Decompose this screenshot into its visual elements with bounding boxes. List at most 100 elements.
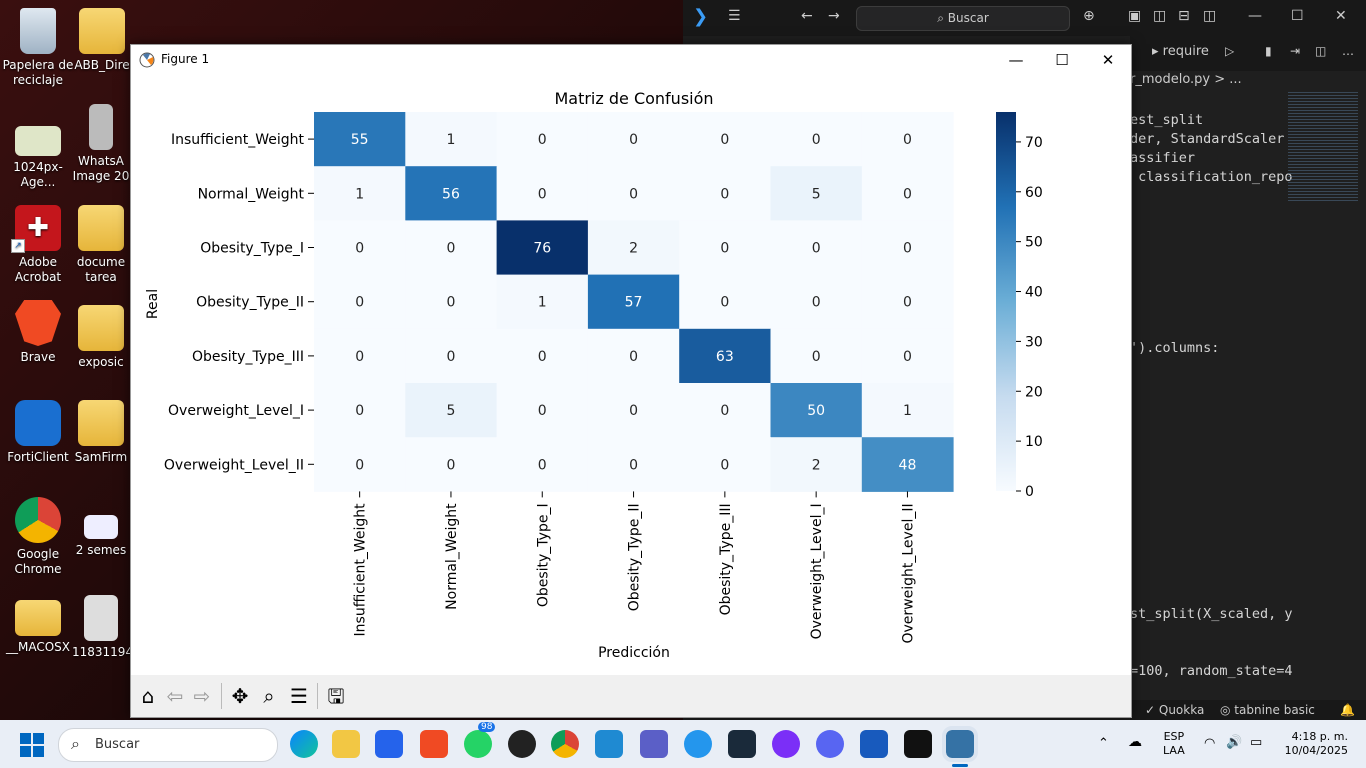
desktop-icon-image[interactable]: 1024px-Age... [0, 120, 76, 190]
vscode-taskbar-icon[interactable] [595, 730, 623, 758]
cell-value-label: 0 [720, 403, 729, 419]
run-icon[interactable]: ▷ [1225, 44, 1235, 58]
minimap[interactable] [1288, 92, 1358, 202]
open-changes-icon[interactable]: ⇥ [1290, 44, 1301, 58]
desktop-icon-abb[interactable]: ABB_Dire [72, 8, 132, 73]
media-player-icon[interactable] [772, 730, 800, 758]
figure-canvas[interactable]: Matriz de Confusión Predicción Real 55 1 0… [131, 75, 1131, 675]
panel-toggle-icon[interactable]: ⊟ [1178, 8, 1190, 24]
secondary-sidebar-icon[interactable]: ◫ [1203, 8, 1217, 24]
wifi-icon[interactable]: ◠ [1204, 736, 1216, 751]
cell-value-label: 5 [812, 186, 821, 202]
copilot-icon[interactable]: ⊕ [1083, 8, 1095, 24]
row-tick-label: Insufficient_Weight [171, 132, 305, 148]
cell-value-label: 1 [538, 295, 547, 311]
confusion-matrix-chart[interactable]: Matriz de Confusión Predicción Real 55 1 0… [131, 75, 1131, 675]
colorbar-tick-label: 40 [1025, 285, 1043, 301]
cell-value-label: 2 [629, 241, 638, 257]
discord-icon[interactable] [816, 730, 844, 758]
desktop-icon-documentos[interactable]: docume tarea [72, 205, 130, 285]
microsoft-store-icon[interactable] [375, 730, 403, 758]
desktop-icon-macosx[interactable]: __MACOSX [0, 600, 76, 655]
code-line[interactable]: est_split [1130, 112, 1204, 128]
cell-value-label: 0 [720, 241, 729, 257]
row-tick-label: Obesity_Type_I [200, 241, 304, 257]
sidebar-toggle-icon[interactable]: ◫ [1153, 8, 1167, 24]
file-explorer-icon[interactable] [332, 730, 360, 758]
desktop-icon-google-chrome[interactable]: Google Chrome [0, 497, 76, 577]
notifications-icon[interactable]: 🔔 [1340, 703, 1355, 717]
desktop-icon-exposicion[interactable]: exposic [72, 305, 130, 370]
figure-maximize-button[interactable]: ☐ [1055, 51, 1069, 69]
tabnine-status[interactable]: ◎ tabnine basic [1220, 703, 1315, 717]
clock[interactable]: 4:18 p. m. 10/04/2025 [1278, 730, 1348, 758]
linux-penguin-icon[interactable] [508, 730, 536, 758]
docker-icon[interactable] [684, 730, 712, 758]
vscode-search-box[interactable]: ⌕ Buscar [856, 6, 1070, 31]
terminal-icon[interactable] [904, 730, 932, 758]
cell-value-label: 2 [812, 457, 821, 473]
quokka-status[interactable]: ✓ Quokka [1145, 703, 1205, 717]
menu-icon[interactable]: ☰ [728, 8, 741, 24]
search-icon: ⌕ [71, 734, 80, 753]
zoom-icon[interactable]: ⌕ [263, 684, 275, 708]
desktop-icon-2-semestre[interactable]: 2 semes [72, 515, 130, 558]
forward-icon[interactable]: ⇨ [193, 684, 211, 708]
more-actions-icon[interactable]: … [1342, 44, 1354, 58]
heatmap-cell [496, 383, 589, 438]
python-figure-icon[interactable] [942, 726, 978, 762]
minimize-icon[interactable]: — [1248, 8, 1262, 24]
whatsapp-icon[interactable]: 98 [464, 722, 496, 758]
back-icon[interactable]: ⇦ [166, 684, 184, 708]
figure-close-button[interactable]: ✕ [1101, 51, 1115, 69]
desktop-icon-brave[interactable]: Brave [0, 300, 76, 365]
pan-icon[interactable]: ✥ [231, 684, 249, 708]
nav-back-icon[interactable]: ← [801, 8, 813, 24]
code-line[interactable]: der, StandardScaler [1130, 131, 1285, 147]
desktop-icon-11831194[interactable]: 11831194 [72, 595, 130, 660]
maximize-icon[interactable]: ☐ [1291, 8, 1304, 24]
desktop-icon-label: 11831194 [72, 645, 130, 659]
column-tick-label: Overweight_Level_I [809, 503, 825, 639]
teams-icon[interactable] [640, 730, 668, 758]
heatmap-cell [587, 220, 680, 276]
chevron-up-icon[interactable]: ⌃ [1098, 736, 1109, 751]
edge-icon[interactable] [290, 730, 318, 758]
heatmap-cell [679, 166, 771, 221]
battery-icon[interactable]: ▭ [1250, 735, 1263, 750]
split-editor-icon[interactable]: ◫ [1315, 44, 1327, 58]
taskbar-search-box[interactable]: ⌕ Buscar [58, 728, 278, 762]
home-icon[interactable]: ⌂ [141, 684, 155, 708]
heatmap-cell [861, 166, 954, 221]
cell-value-label: 56 [442, 186, 460, 202]
desktop-icon-whatsapp-image[interactable]: WhatsA Image 20 [72, 104, 130, 184]
breadcrumb[interactable]: r_modelo.py > ... [1130, 72, 1242, 87]
onedrive-icon[interactable]: ☁ [1128, 734, 1142, 750]
tab-requirements[interactable]: ▸ require [1152, 44, 1209, 59]
heatmap-cell [587, 437, 680, 492]
language-indicator[interactable]: ESP LAA [1163, 730, 1185, 758]
close-icon[interactable]: ✕ [1335, 8, 1347, 24]
save-icon[interactable]: 🖫 [327, 684, 345, 708]
desktop-icon-forticlient[interactable]: FortiClient [0, 400, 76, 465]
desktop-icon-adobe-acrobat[interactable]: ✚ ↗ Adobe Acrobat [0, 205, 76, 285]
code-line[interactable]: classification_repo [1130, 169, 1293, 185]
nav-forward-icon[interactable]: → [828, 8, 840, 24]
word-icon[interactable] [860, 730, 888, 758]
chrome-taskbar-icon[interactable] [551, 730, 579, 758]
figure-minimize-button[interactable]: — [1008, 51, 1024, 69]
code-line[interactable]: =100, random_state=4 [1130, 663, 1293, 679]
code-line[interactable]: st_split(X_scaled, y [1130, 606, 1293, 622]
action-icon[interactable]: ▮ [1265, 44, 1272, 58]
code-line[interactable]: ').columns: [1130, 340, 1220, 356]
desktop-icon-samfirm[interactable]: SamFirm [72, 400, 130, 465]
desktop-icon-recycle-bin[interactable]: Papelera de reciclaje [0, 8, 76, 88]
language-sublabel: LAA [1163, 744, 1185, 757]
volume-icon[interactable]: 🔊 [1226, 735, 1243, 750]
prime-video-icon[interactable] [728, 730, 756, 758]
start-button[interactable] [20, 733, 44, 757]
brave-taskbar-icon[interactable] [420, 730, 448, 758]
code-line[interactable]: assifier [1130, 150, 1196, 166]
configure-icon[interactable]: ☰ [290, 684, 308, 708]
layout-icon[interactable]: ▣ [1128, 8, 1142, 24]
